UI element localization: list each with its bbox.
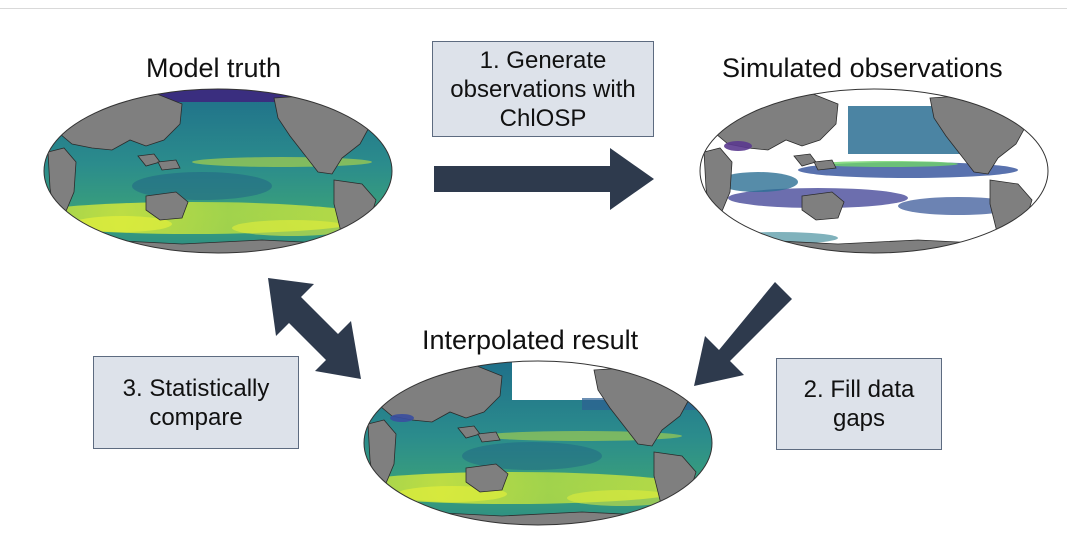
- arrow-compare: [268, 278, 361, 379]
- model-truth-title: Model truth: [146, 53, 282, 83]
- step3-line2: compare: [149, 403, 243, 431]
- arrow-fill-gaps: [694, 282, 792, 386]
- step1-box: 1. Generate observations with ChlOSP: [432, 41, 654, 137]
- interpolated-result-title: Interpolated result: [422, 325, 639, 355]
- step3-line1: 3. Statistically: [122, 374, 270, 402]
- step3-box: 3. Statistically compare: [93, 356, 299, 449]
- arrow-generate: [434, 148, 654, 210]
- top-divider: [0, 8, 1067, 9]
- step2-line2: gaps: [832, 405, 886, 432]
- model-truth-map: [43, 88, 393, 254]
- step1-line3: ChlOSP: [499, 104, 587, 132]
- simulated-observations-title: Simulated observations: [722, 53, 1003, 83]
- interpolated-result-map: [363, 360, 713, 526]
- step1-line1: 1. Generate: [479, 46, 607, 74]
- step1-line2: observations with: [450, 75, 636, 103]
- step2-box: 2. Fill data gaps: [776, 358, 942, 450]
- simulated-observations-map: [699, 88, 1049, 254]
- step2-line1: 2. Fill data: [803, 376, 915, 403]
